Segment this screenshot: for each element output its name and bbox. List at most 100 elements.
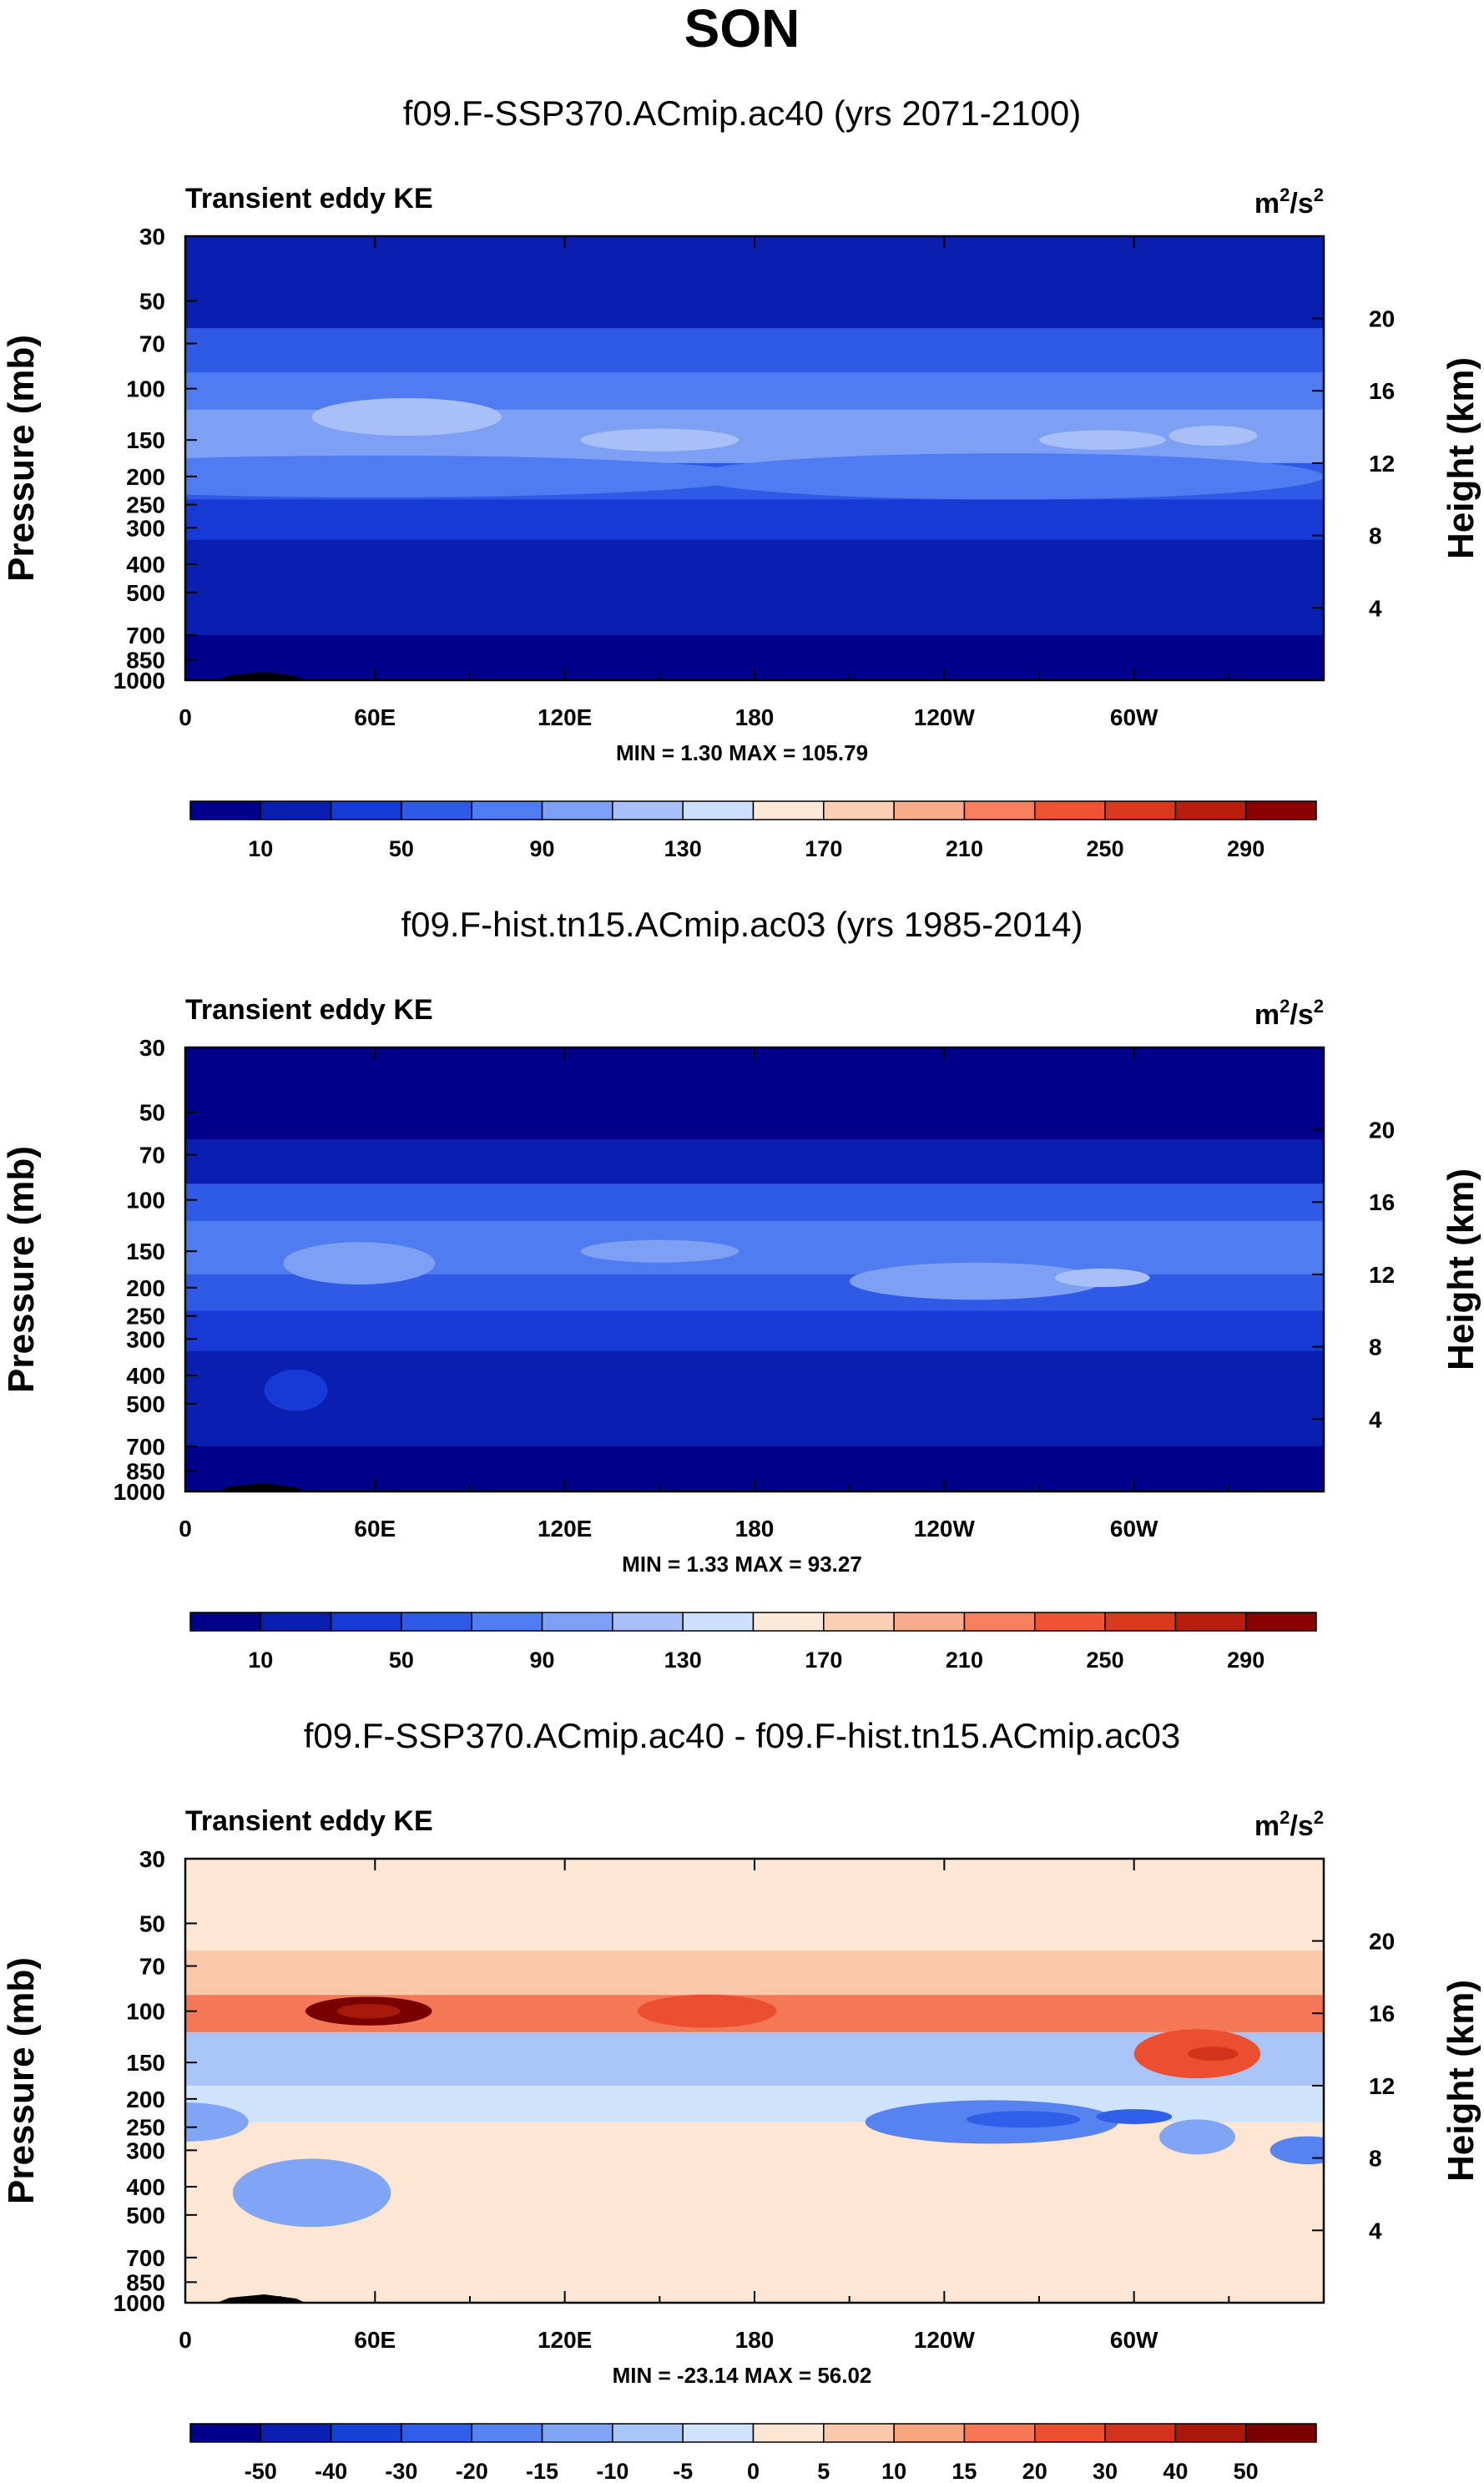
colorbar-segment (401, 2423, 472, 2443)
colorbar-segment (541, 2423, 613, 2443)
units-part: m (1254, 188, 1280, 220)
y-tick-label: 850 (126, 2269, 165, 2295)
contour-band (185, 1139, 1324, 1185)
y-tick-label: 30 (139, 1035, 165, 1061)
y2-tick-label: 4 (1369, 2218, 1382, 2243)
contour-blob (311, 397, 502, 437)
colorbar-label: 20 (1022, 2459, 1047, 2483)
y-axis-label: Pressure (mb) (1, 335, 42, 582)
y-tick-label: 150 (126, 2050, 165, 2076)
y2-tick-label: 16 (1369, 2001, 1395, 2026)
contour-band (185, 328, 1324, 374)
stat-max-label: MAX = (729, 740, 795, 765)
x-tick-label: 180 (735, 2327, 775, 2353)
colorbar-segment (260, 800, 332, 820)
x-tick-label: 120E (538, 2327, 592, 2353)
colorbar-label: 10 (248, 836, 273, 861)
contour-blob (1039, 430, 1166, 450)
contour-band (185, 1047, 1324, 1141)
contour-blob (264, 1370, 328, 1411)
colorbar-label: 250 (1087, 836, 1124, 861)
x-tick-label: 60W (1110, 2327, 1158, 2353)
y2-axis-label: Height (km) (1441, 357, 1481, 559)
contour-band (185, 236, 1324, 330)
colorbar-segment (963, 800, 1036, 820)
colorbar-segment (330, 2423, 402, 2443)
colorbar-label: 10 (881, 2459, 906, 2483)
y-tick-label: 1000 (114, 2290, 165, 2316)
stat-min-label: MIN = (613, 2363, 671, 2388)
colorbar-segment (823, 800, 895, 820)
topography (216, 1483, 305, 1491)
units-part: 2 (1280, 184, 1290, 205)
y-tick-label: 250 (126, 1304, 165, 1330)
x-tick-label: 60E (354, 2327, 396, 2353)
stat-min-label: MIN = (616, 740, 674, 765)
y-tick-label: 1000 (114, 668, 165, 694)
contour-blob (1102, 644, 1324, 659)
colorbar-segment (401, 1612, 472, 1632)
y-tick-label: 250 (126, 2115, 165, 2141)
colorbar-label: -40 (315, 2459, 347, 2483)
units-part: /s (1290, 1810, 1313, 1842)
min-max-stats: MIN = -23.14 MAX = 56.02 (613, 2363, 872, 2388)
colorbar-label: 170 (805, 836, 842, 861)
x-tick-label: 180 (735, 704, 775, 730)
min-max-stats: MIN = 1.33 MAX = 93.27 (622, 1552, 862, 1577)
contour-blob (1158, 2119, 1235, 2155)
colorbar-label: 250 (1087, 1648, 1124, 1673)
contour-blob (580, 1239, 739, 1263)
y-tick-label: 150 (126, 1239, 165, 1264)
y-tick-label: 500 (126, 2203, 165, 2228)
panel-1: f09.F-SSP370.ACmip.ac40 (yrs 2071-2100) T… (1, 93, 1481, 861)
contour-blob (637, 1994, 777, 2028)
contour-field (185, 1859, 1324, 2303)
y-tick-label: 700 (126, 623, 165, 649)
x-tick-label: 0 (179, 1516, 192, 1542)
colorbar-segment (893, 800, 966, 820)
y-tick-label: 50 (139, 1100, 165, 1126)
contour-blob (235, 659, 325, 675)
stat-min-value: -23.14 (677, 2363, 739, 2388)
contour-blob (849, 1262, 1103, 1300)
x-tick-label: 120W (914, 704, 976, 730)
contour-blob (1269, 2136, 1324, 2165)
panel-title: f09.F-hist.tn15.ACmip.ac03 (yrs 1985-201… (401, 905, 1083, 944)
contour-blob (336, 2003, 401, 2019)
colorbar-segment (189, 800, 262, 820)
colorbar-label: 50 (389, 836, 414, 861)
colorbar-segment (471, 800, 543, 820)
colorbar-segment (752, 1612, 825, 1632)
colorbar-segment (260, 1612, 332, 1632)
y-tick-label: 100 (126, 1999, 165, 2025)
contour-band (185, 499, 1324, 541)
colorbar-segment (612, 2423, 684, 2443)
colorbar-segment (471, 1612, 543, 1632)
y2-tick-label: 16 (1369, 378, 1395, 404)
field-label: Transient eddy KE (185, 1805, 433, 1837)
x-tick-label: 180 (735, 1516, 775, 1542)
y-tick-label: 300 (126, 515, 165, 541)
stat-max-label: MAX = (745, 2363, 811, 2388)
y-tick-label: 70 (139, 1954, 165, 1980)
units-part: 2 (1314, 996, 1324, 1017)
y-tick-label: 400 (126, 1363, 165, 1389)
colorbar-segment (682, 800, 755, 820)
y-tick-label: 100 (126, 1188, 165, 1214)
units-part: 2 (1280, 1807, 1290, 1828)
x-tick-label: 0 (179, 704, 192, 730)
contour-band (185, 1183, 1324, 1222)
units-part: 2 (1314, 184, 1324, 205)
colorbar-segment (1034, 1612, 1106, 1632)
y2-tick-label: 8 (1369, 1335, 1382, 1360)
colorbar-segment (401, 800, 472, 820)
colorbar-segment (893, 2423, 966, 2443)
y-tick-label: 500 (126, 1391, 165, 1417)
colorbar-label: -5 (673, 2459, 693, 2483)
colorbar-segment (1244, 800, 1317, 820)
colorbar-label: 130 (664, 1648, 702, 1673)
contour-field (185, 1047, 1324, 1491)
colorbar-label: 90 (530, 1648, 555, 1673)
y-axis-label: Pressure (mb) (1, 1146, 42, 1393)
